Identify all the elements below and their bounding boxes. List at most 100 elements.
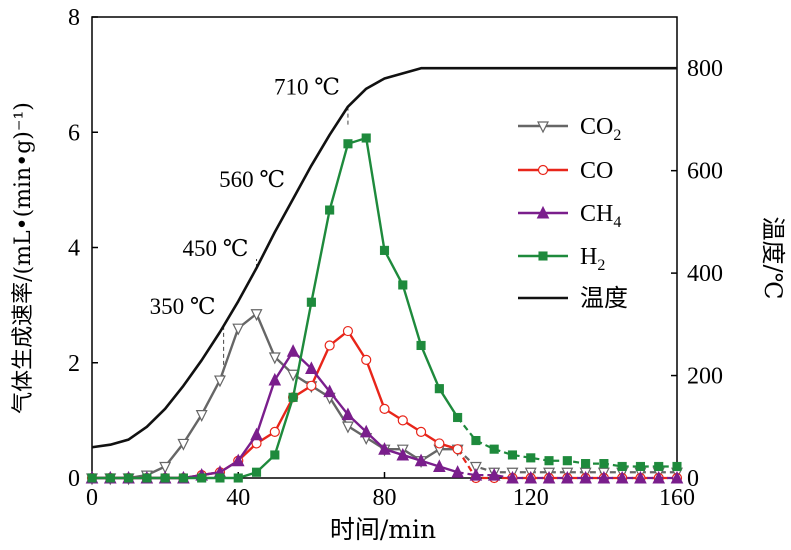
y-left-tick-label: 4 xyxy=(68,236,80,262)
data-point xyxy=(469,468,483,481)
series-ch4 xyxy=(85,344,684,484)
y-left-tick-label: 6 xyxy=(68,120,80,146)
data-point xyxy=(416,340,426,351)
data-point xyxy=(359,424,373,438)
x-tick-label: 0 xyxy=(86,485,98,511)
data-point xyxy=(507,450,518,460)
data-point xyxy=(414,453,428,467)
data-point xyxy=(415,426,427,437)
legend-label: H2 xyxy=(580,244,605,274)
data-point xyxy=(434,438,445,449)
data-point xyxy=(87,473,97,483)
annotation-label: 710 ℃ xyxy=(274,75,340,100)
series-line xyxy=(91,66,677,449)
data-point xyxy=(536,205,550,219)
data-point xyxy=(453,412,463,423)
data-point xyxy=(233,473,243,483)
data-point xyxy=(269,426,280,437)
data-point xyxy=(672,461,682,472)
legend-label: 温度 xyxy=(580,285,628,312)
data-point xyxy=(341,407,355,421)
annotation-label: 560 ℃ xyxy=(219,167,285,192)
x-tick-label: 120 xyxy=(513,485,549,511)
data-point xyxy=(452,444,463,455)
data-point xyxy=(270,450,280,460)
data-point xyxy=(105,473,115,483)
data-point xyxy=(177,438,190,451)
y-right-tick-label: 600 xyxy=(687,159,723,185)
data-point xyxy=(268,372,282,386)
data-point xyxy=(562,456,572,466)
y-right-tick-label: 0 xyxy=(687,466,699,492)
data-point xyxy=(526,453,536,463)
x-tick-label: 80 xyxy=(373,485,397,511)
data-point xyxy=(342,325,354,337)
data-point xyxy=(537,164,549,176)
data-point xyxy=(325,205,335,215)
data-point xyxy=(361,133,371,143)
data-point xyxy=(398,280,408,290)
data-point xyxy=(396,447,410,461)
data-point xyxy=(581,459,591,469)
legend-item: CH4 xyxy=(518,201,621,231)
data-point xyxy=(434,384,444,394)
y-axis-left-label: 气体生成速率/(mL•(min•g)⁻¹) xyxy=(11,102,36,414)
data-point xyxy=(213,375,226,388)
data-point xyxy=(268,352,281,365)
data-point xyxy=(433,459,446,472)
data-point xyxy=(597,470,611,484)
annotation-label: 450 ℃ xyxy=(183,236,249,261)
data-point xyxy=(544,456,554,466)
series-h2 xyxy=(87,133,682,483)
series-co xyxy=(86,325,683,484)
x-tick-label: 160 xyxy=(659,485,695,511)
data-point xyxy=(250,309,263,322)
legend-label: CO xyxy=(580,158,613,184)
data-point xyxy=(197,473,207,483)
data-point xyxy=(306,297,316,307)
data-point xyxy=(670,470,684,484)
data-point xyxy=(487,468,501,481)
y-right-tick-label: 200 xyxy=(687,364,723,390)
data-point xyxy=(286,344,300,357)
data-point xyxy=(524,470,538,484)
y-right-tick-label: 400 xyxy=(687,261,723,287)
data-point xyxy=(323,384,336,398)
data-point xyxy=(178,473,188,483)
annotation-label: 350 ℃ xyxy=(150,294,216,319)
data-point xyxy=(542,470,556,484)
legend: CO2 CO CH4 H2 温度 xyxy=(518,114,628,312)
data-point xyxy=(654,461,664,472)
legend-item: H2 xyxy=(518,244,605,274)
legend-item: CO xyxy=(518,158,613,184)
data-point xyxy=(635,461,645,472)
data-point xyxy=(537,121,549,134)
data-point xyxy=(231,453,245,467)
legend-label: CO2 xyxy=(580,114,621,144)
data-point xyxy=(305,361,318,375)
data-point xyxy=(361,354,372,365)
data-point xyxy=(232,323,245,336)
data-point xyxy=(324,340,335,351)
legend-item: CO2 xyxy=(518,114,621,144)
data-point xyxy=(142,473,152,483)
data-point xyxy=(379,245,390,255)
y-left-tick-label: 2 xyxy=(68,351,80,377)
x-tick-label: 40 xyxy=(226,485,250,511)
data-point xyxy=(288,392,298,402)
legend-item: 温度 xyxy=(518,285,628,312)
data-point xyxy=(250,427,263,441)
data-point xyxy=(251,467,262,477)
data-point xyxy=(159,461,172,474)
data-point xyxy=(341,421,354,434)
y-left-tick-label: 8 xyxy=(68,5,80,31)
y-left-tick-label: 0 xyxy=(68,466,80,492)
data-point xyxy=(397,415,408,426)
data-point xyxy=(599,459,609,469)
annotation-guides: 350 ℃ 450 ℃ 560 ℃ 710 ℃ xyxy=(150,75,349,381)
y-right-tick-label: 800 xyxy=(687,56,723,82)
x-axis-label: 时间/min xyxy=(330,515,436,544)
data-point xyxy=(634,470,647,484)
